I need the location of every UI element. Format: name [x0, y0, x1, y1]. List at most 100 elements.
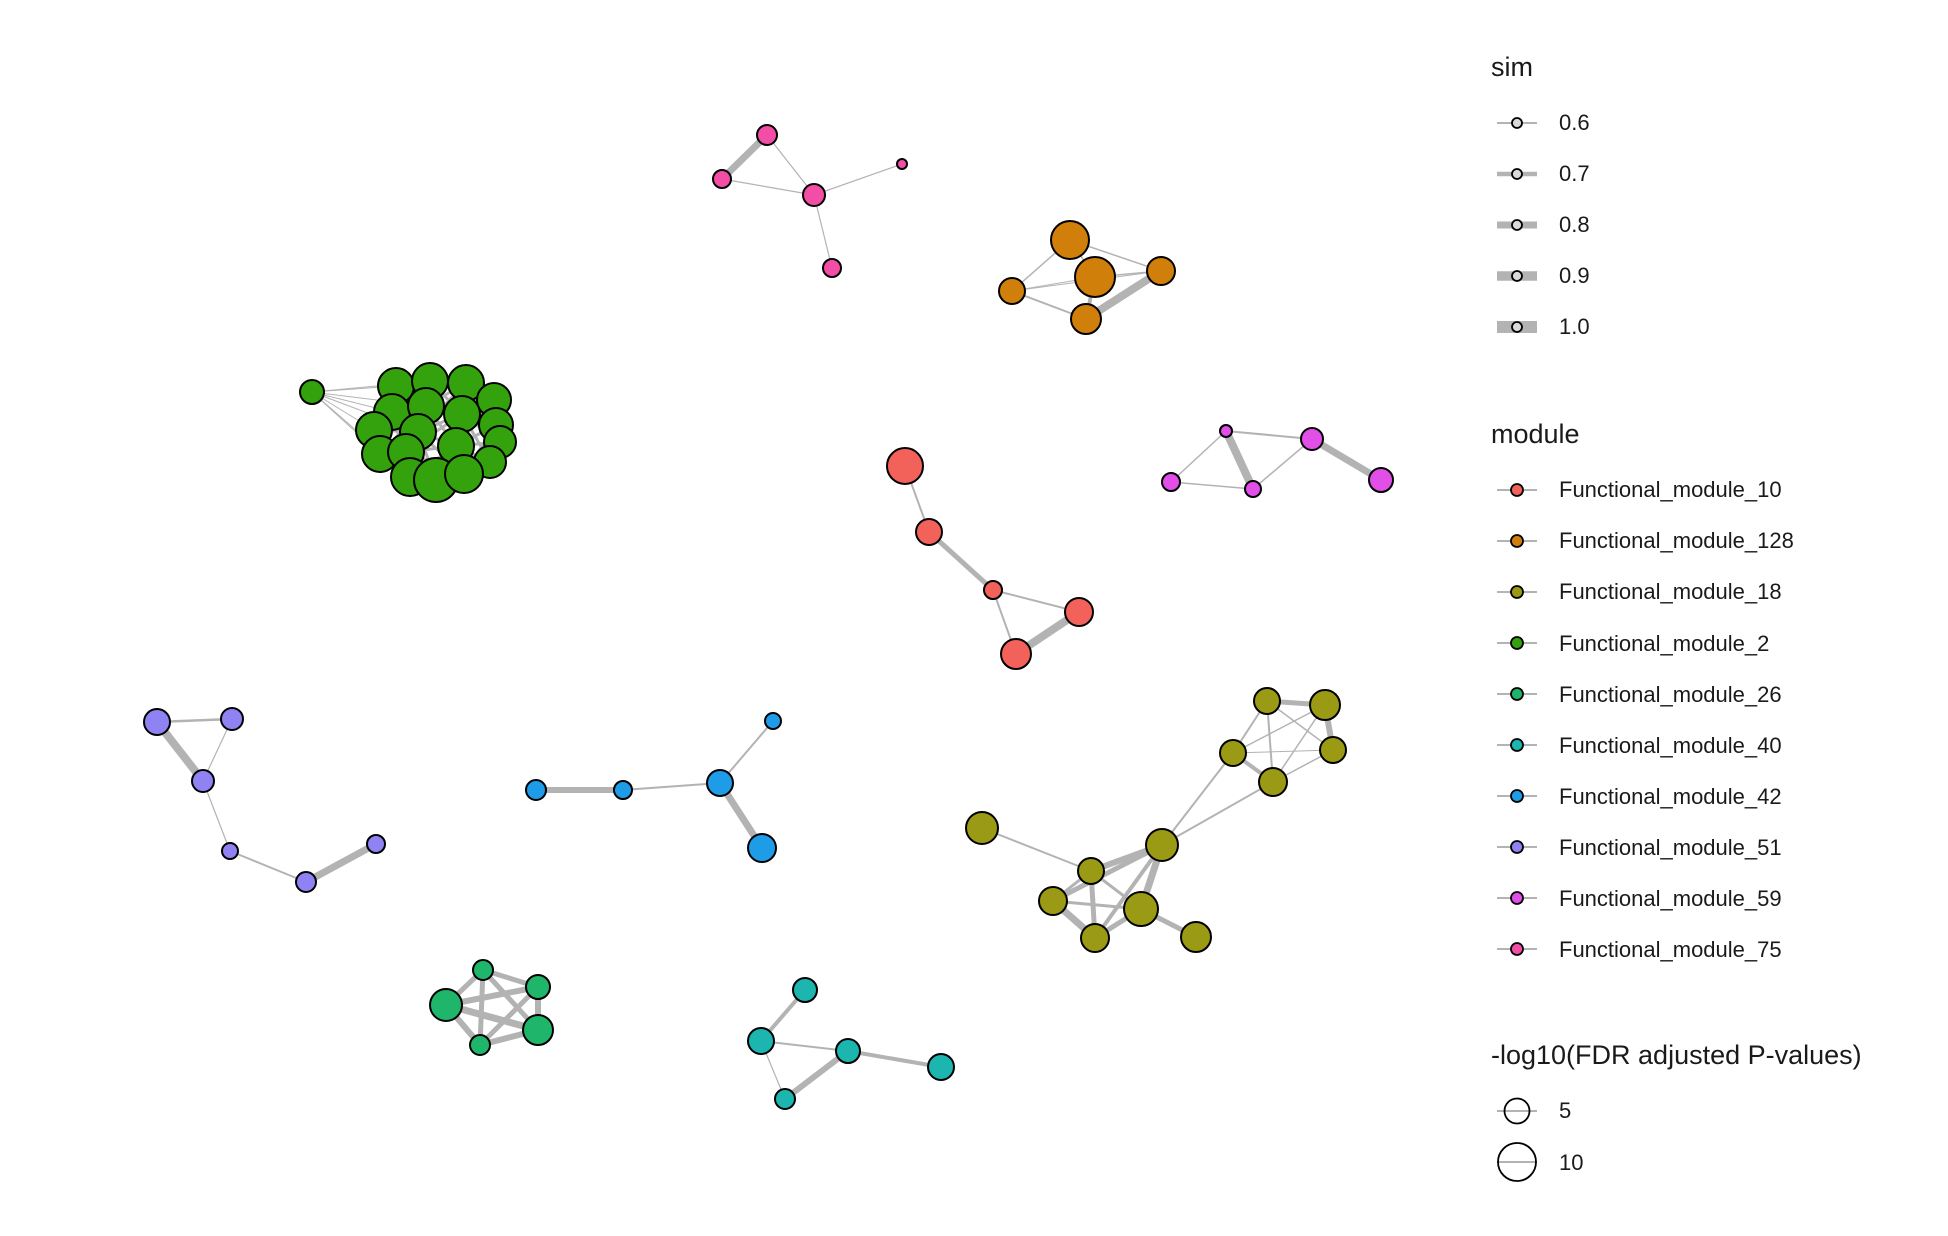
network-node: [1180, 921, 1212, 953]
network-edge: [202, 780, 231, 852]
legend-module-label: Functional_module_51: [1559, 835, 1782, 860]
network-node: [706, 769, 734, 797]
legend-module-title: module: [1491, 419, 1580, 449]
legend-module-label: Functional_module_26: [1559, 682, 1782, 707]
legend-key-dot: [1510, 687, 1524, 701]
network-edge: [813, 163, 903, 196]
legend-symbols: [1497, 117, 1537, 1182]
network-node: [221, 842, 239, 860]
legend-key-dot: [1510, 942, 1524, 956]
nodes-layer: [143, 124, 1394, 1110]
network-node: [429, 988, 463, 1022]
network-edge: [1222, 429, 1257, 491]
legend-pvalue-label: 10: [1559, 1150, 1584, 1175]
legend-key-dot: [1510, 840, 1524, 854]
network-node: [802, 183, 826, 207]
network-node: [525, 974, 551, 1000]
edges-layer: [153, 132, 1383, 1102]
network-node: [1145, 828, 1179, 862]
network-node: [1300, 427, 1324, 451]
network-edge: [622, 782, 721, 791]
network-node: [522, 1014, 554, 1046]
network-node: [774, 1088, 796, 1110]
legend-module-label: Functional_module_18: [1559, 579, 1782, 604]
network-edge: [1161, 781, 1274, 846]
network-node: [1368, 467, 1394, 493]
network-edge: [1232, 704, 1326, 754]
network-edge: [927, 530, 995, 592]
legend-key-dot: [1511, 117, 1523, 129]
network-edge: [783, 1048, 850, 1102]
network-node: [1070, 303, 1102, 335]
network-edge: [477, 969, 486, 1046]
network-node: [143, 708, 171, 736]
network-node: [1074, 256, 1116, 298]
legend-module-label: Functional_module_59: [1559, 886, 1782, 911]
network-node: [712, 169, 732, 189]
network-node: [469, 1034, 491, 1056]
network-edge: [229, 850, 307, 883]
network-node: [191, 769, 215, 793]
network-node: [299, 379, 325, 405]
network-node: [998, 277, 1026, 305]
legend-module-label: Functional_module_40: [1559, 733, 1782, 758]
network-node: [1038, 886, 1068, 916]
legend-module-label: Functional_module_2: [1559, 631, 1770, 656]
legend-pvalue-label: 5: [1559, 1098, 1572, 1123]
network-node: [822, 258, 842, 278]
network-node: [747, 1027, 775, 1055]
network-node: [835, 1038, 861, 1064]
network-node: [295, 871, 317, 893]
network-node: [1319, 736, 1347, 764]
network-edge: [721, 178, 815, 196]
network-node: [1219, 739, 1247, 767]
network-node: [927, 1053, 955, 1081]
network-node: [915, 518, 943, 546]
network-node: [1080, 923, 1110, 953]
network-node: [1000, 638, 1032, 670]
network-node: [1258, 767, 1288, 797]
network-edge: [981, 827, 1092, 872]
network-node: [965, 811, 999, 845]
network-node: [983, 580, 1003, 600]
network-node: [1064, 597, 1094, 627]
legend-sim-label: 0.7: [1559, 161, 1590, 186]
network-edge: [1161, 752, 1234, 846]
network-node: [1123, 891, 1159, 927]
network-node: [1161, 472, 1181, 492]
network-edge: [1093, 843, 1164, 940]
network-node: [764, 712, 782, 730]
network-node: [886, 447, 924, 485]
network-edge: [1225, 430, 1313, 440]
legend-module-label: Functional_module_10: [1559, 477, 1782, 502]
network-node: [756, 124, 778, 146]
legend-key-dot: [1511, 321, 1523, 333]
network-edge: [1232, 749, 1334, 754]
legend-key-dot: [1510, 789, 1524, 803]
network-edge: [847, 1049, 942, 1069]
legend-key-dot: [1511, 168, 1523, 180]
legend-sim-title: sim: [1491, 52, 1533, 82]
network-edge: [304, 840, 378, 886]
network-node: [443, 395, 481, 433]
network-node: [444, 454, 484, 494]
network-edge: [478, 985, 540, 1047]
network-edge: [766, 134, 815, 196]
network-edge: [1170, 430, 1227, 483]
network-node: [896, 158, 908, 170]
legend-sim-label: 1.0: [1559, 314, 1590, 339]
legend-key-dot: [1510, 738, 1524, 752]
network-edge: [813, 194, 833, 269]
network-node: [1309, 689, 1341, 721]
network-node: [1219, 424, 1233, 438]
legend-sim-label: 0.9: [1559, 263, 1590, 288]
legend-sim-label: 0.6: [1559, 110, 1590, 135]
network-node: [1244, 480, 1262, 498]
legend-key-dot: [1510, 483, 1524, 497]
legend-size-circle: [1497, 1142, 1537, 1182]
legend-key-dot: [1510, 534, 1524, 548]
network-node: [792, 977, 818, 1003]
network-node: [472, 959, 494, 981]
legend-module-label: Functional_module_42: [1559, 784, 1782, 809]
network-node: [220, 707, 244, 731]
